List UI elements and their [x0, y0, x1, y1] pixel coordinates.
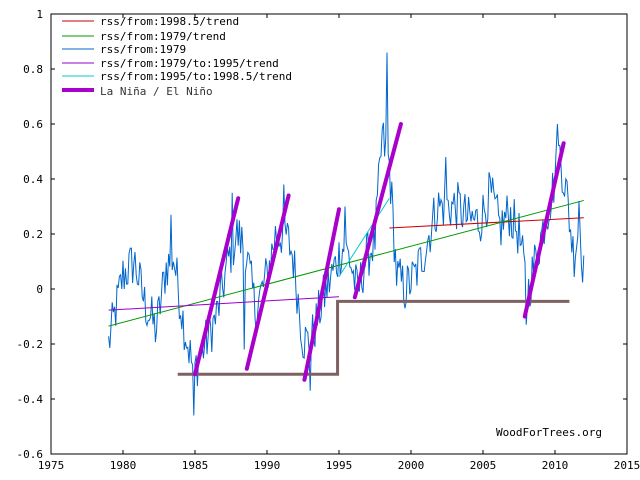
y-tick-label: 0.8 [23, 63, 43, 76]
x-tick-labels: 1975 1980 1985 1990 1995 2000 2005 2010 … [38, 459, 640, 472]
y-tick-label: 1 [36, 8, 43, 21]
la-nina-el-nino-segment [352, 122, 403, 300]
legend-label: rss/from:1979 [100, 43, 186, 56]
series-trend-line [389, 217, 584, 229]
y-tick-label: 0 [36, 283, 43, 296]
y-tick-label: 0.4 [23, 173, 43, 186]
series-trend-line [108, 296, 340, 311]
credit-label: WoodForTrees.org [496, 426, 602, 439]
x-tick-label: 1985 [182, 459, 209, 472]
step-line [177, 299, 570, 376]
series-layer [108, 52, 585, 416]
plot-area [50, 13, 628, 455]
x-tick-label: 1990 [254, 459, 281, 472]
y-tick-label: -0.4 [17, 393, 44, 406]
series-trend-line [338, 197, 390, 277]
series-rss [108, 52, 585, 416]
legend-label: La Niña / El Niño [100, 85, 213, 98]
la-nina-el-nino-segment [244, 193, 291, 371]
x-tick-label: 2015 [614, 459, 640, 472]
axes-ticks [50, 13, 628, 455]
y-tick-labels: -0.6 -0.4 -0.2 0 0.2 0.4 0.6 0.8 1 [17, 8, 44, 461]
legend-label: rss/from:1995/to:1998.5/trend [100, 70, 292, 83]
la-nina-el-nino-segment [522, 141, 566, 319]
x-tick-label: 1980 [110, 459, 137, 472]
y-tick-label: 0.2 [23, 228, 43, 241]
x-tick-label: 2010 [542, 459, 569, 472]
la-nina-el-nino-segment [302, 207, 341, 382]
x-tick-label: 1975 [38, 459, 65, 472]
x-tick-label: 2000 [398, 459, 425, 472]
la-nina-el-nino-segment [193, 196, 241, 377]
y-tick-label: 0.6 [23, 118, 43, 131]
legend: rss/from:1998.5/trend rss/from:1979/tren… [62, 15, 292, 98]
legend-label: rss/from:1979/trend [100, 30, 226, 43]
legend-label: rss/from:1979/to:1995/trend [100, 57, 279, 70]
y-tick-label: -0.2 [17, 338, 44, 351]
x-tick-label: 2005 [470, 459, 497, 472]
legend-label: rss/from:1998.5/trend [100, 15, 239, 28]
y-tick-label: -0.6 [17, 448, 44, 461]
x-tick-label: 1995 [326, 459, 353, 472]
